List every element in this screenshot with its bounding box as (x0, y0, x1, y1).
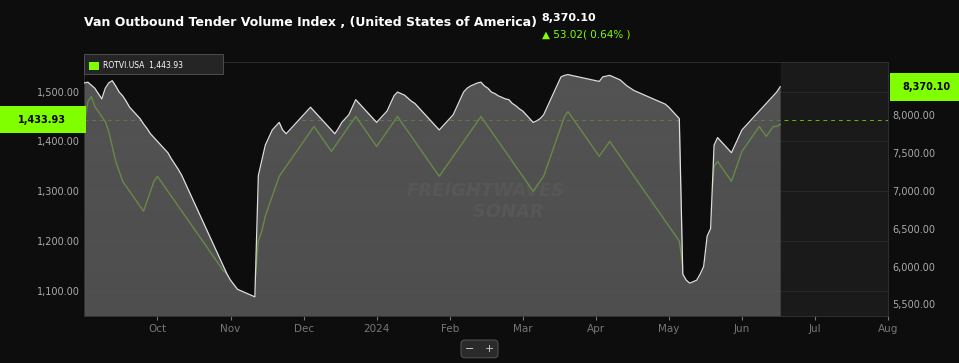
Text: ▲ 53.02( 0.64% ): ▲ 53.02( 0.64% ) (542, 29, 630, 39)
Text: Van Outbound Tender Volume Index , (United States of America): Van Outbound Tender Volume Index , (Unit… (84, 16, 537, 29)
Text: 1,433.93: 1,433.93 (18, 115, 66, 125)
Text: 8,370.10: 8,370.10 (542, 13, 596, 23)
Text: 8,370.10: 8,370.10 (902, 82, 950, 92)
Text: ROTVI.USA  1,443.93: ROTVI.USA 1,443.93 (103, 61, 182, 70)
Text: FREIGHTWAVES
       SONAR: FREIGHTWAVES SONAR (407, 182, 566, 221)
Text: −   +: − + (465, 344, 494, 354)
